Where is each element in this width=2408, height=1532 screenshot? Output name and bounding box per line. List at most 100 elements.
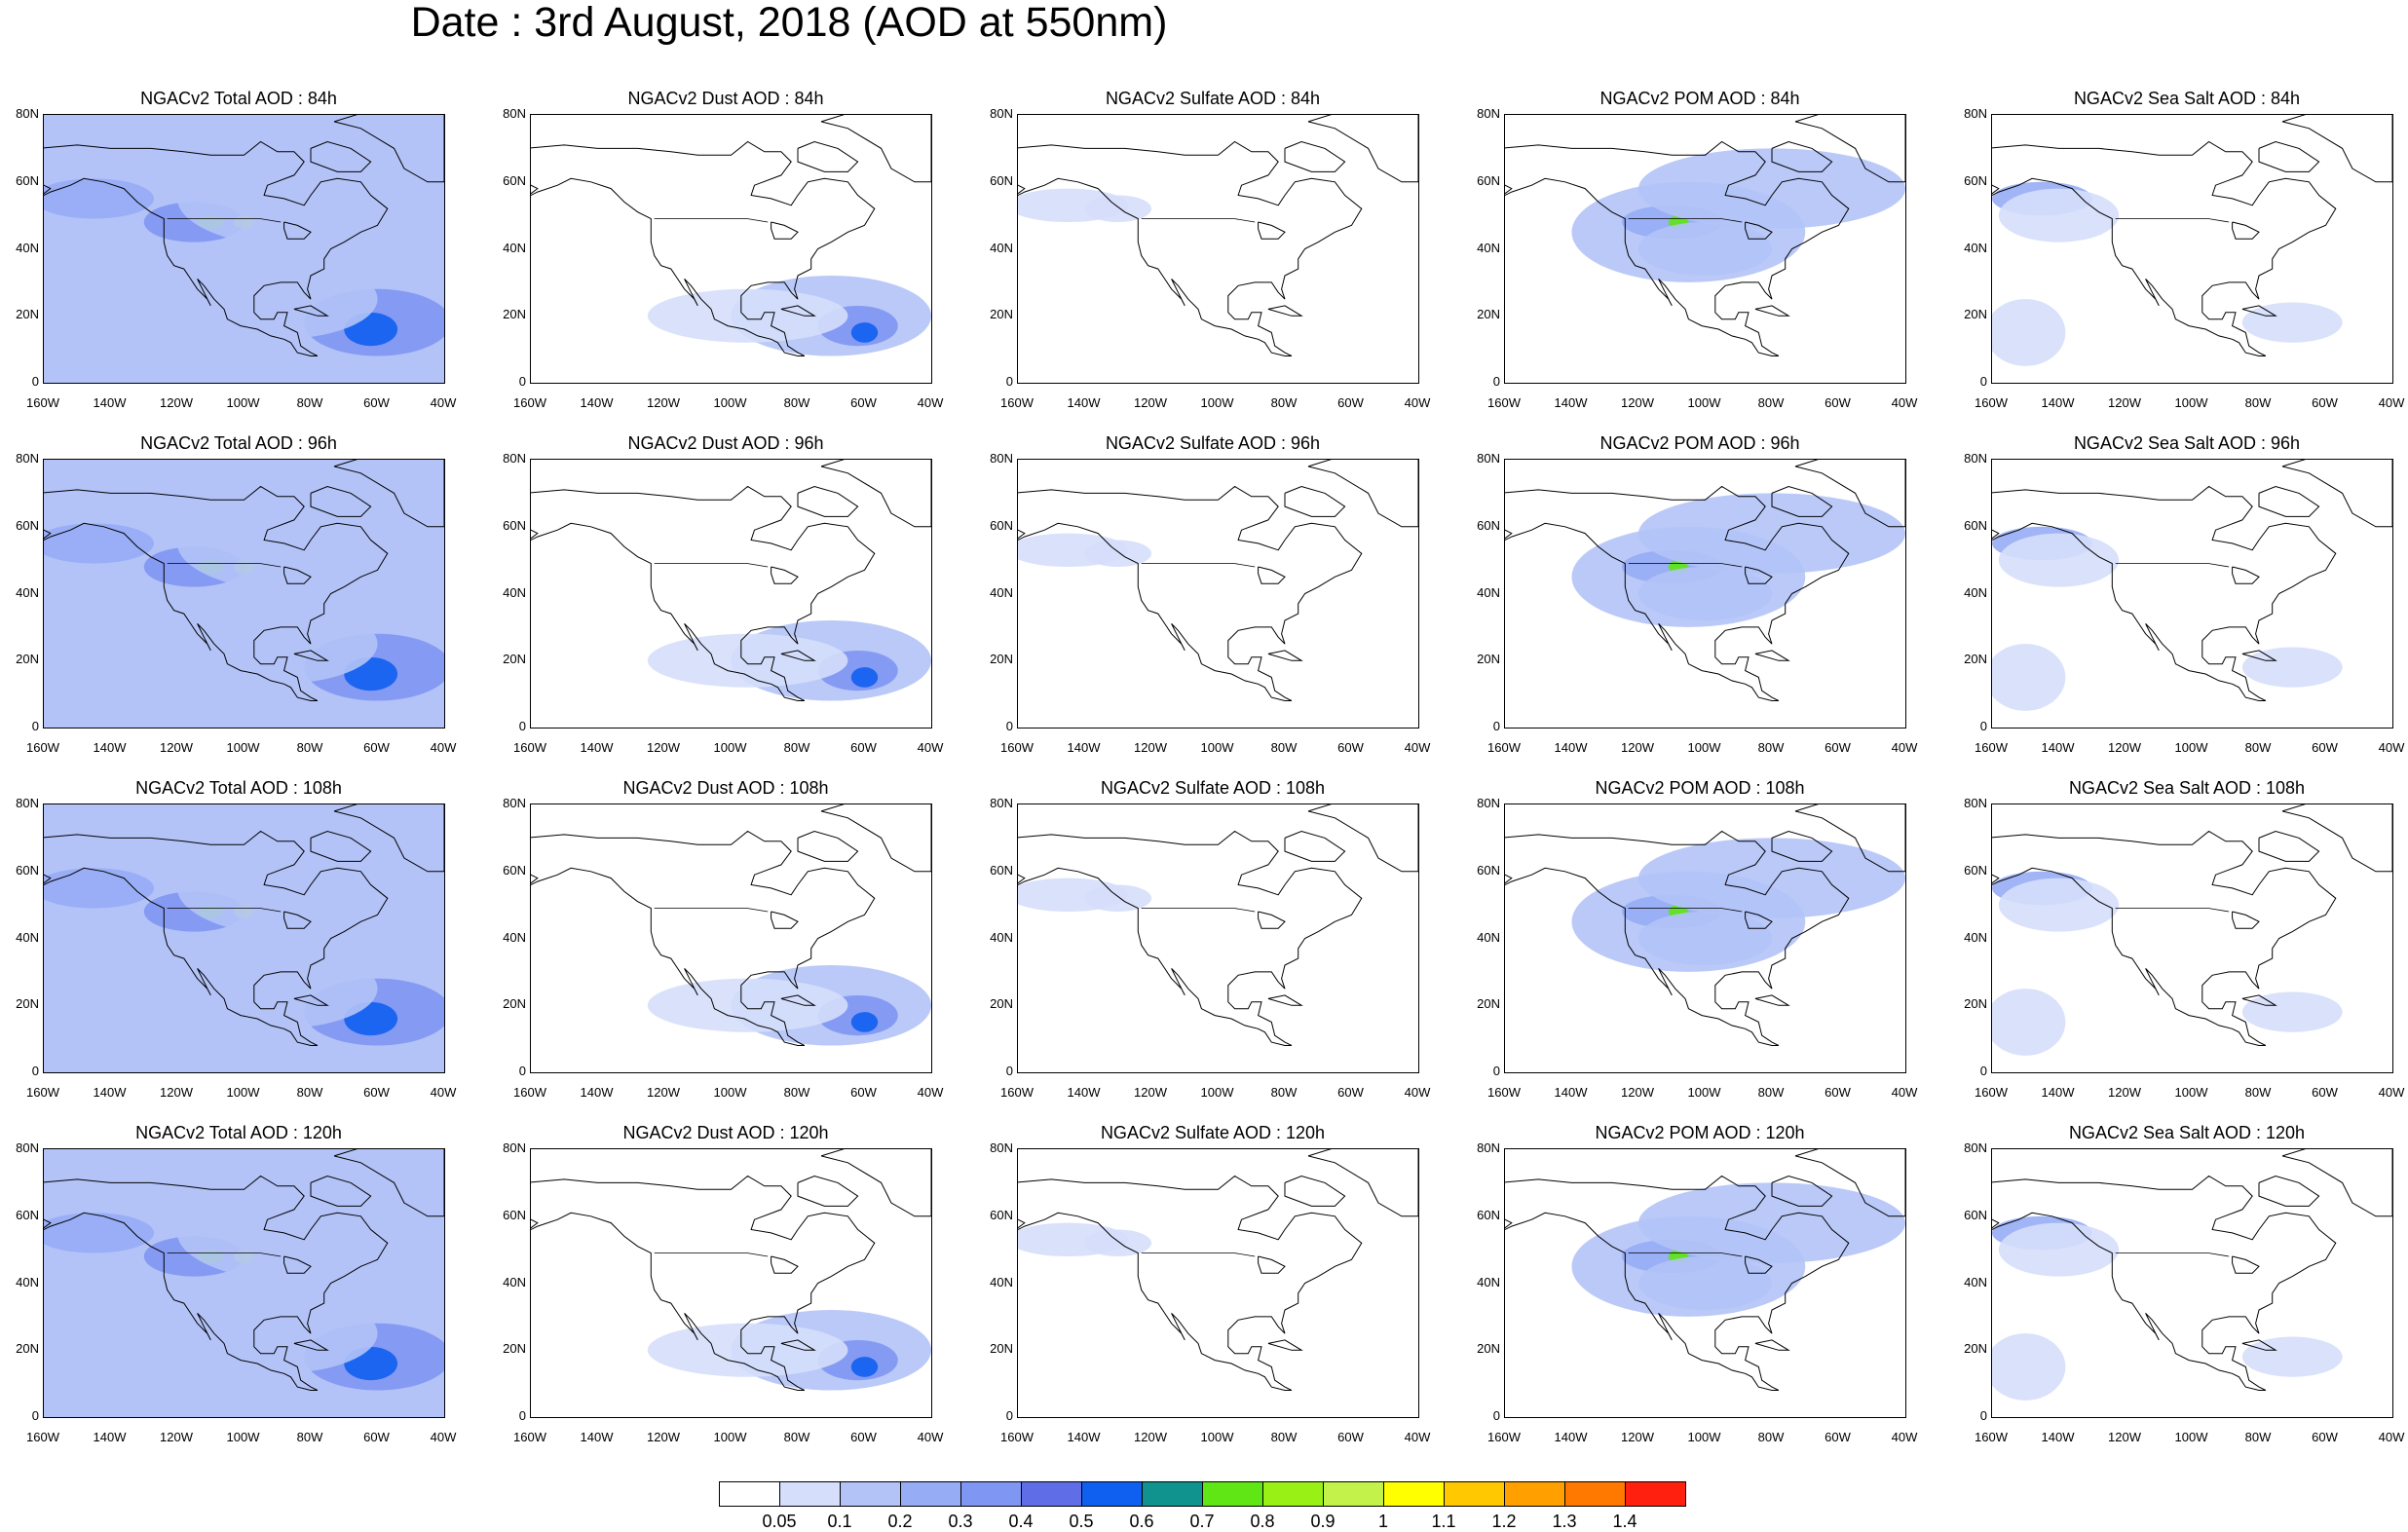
longitude-tick-label: 160W [1975, 740, 2008, 755]
country-border [167, 908, 282, 913]
aod-map [531, 1149, 931, 1391]
longitude-tick-label: 80W [1757, 395, 1785, 410]
latitude-tick-label: 80N [16, 451, 39, 466]
colorbar-label: 0.7 [1189, 1512, 1215, 1531]
longitude-tick-label: 80W [296, 1085, 323, 1100]
colorbar-label: 0.2 [887, 1512, 913, 1531]
coastline [310, 140, 372, 172]
country-border [654, 563, 769, 568]
coastline [1794, 115, 1905, 183]
latitude-tick-label: 40N [1964, 584, 1987, 600]
latitude-tick-label: 60N [1964, 172, 1987, 188]
coastline [333, 1149, 444, 1217]
map-frame [1991, 1148, 2393, 1418]
coastline [2258, 485, 2320, 517]
aod-plume [1084, 1229, 1151, 1256]
colorbar-label: 1 [1377, 1512, 1388, 1531]
latitude-tick-label: 80N [503, 796, 526, 810]
longitude-tick-label: 140W [580, 740, 614, 755]
longitude-tick-label: 80W [1270, 1085, 1298, 1100]
aod-map [44, 460, 444, 728]
latitude-tick-label: 0 [1492, 374, 1500, 389]
latitude-tick-label: 20N [990, 996, 1013, 1012]
panel-title: NGACv2 Total AOD : 108h [135, 778, 342, 798]
aod-plume [647, 1323, 848, 1377]
longitude-tick-label: 140W [93, 1430, 127, 1444]
longitude-tick-label: 100W [1200, 740, 1234, 755]
latitude-tick-label: 60N [16, 517, 39, 533]
longitude-tick-label: 120W [160, 395, 193, 410]
coastline [1258, 566, 1286, 584]
map-frame [530, 1148, 932, 1418]
colorbar-label: 0.9 [1310, 1512, 1336, 1531]
coastline [1771, 140, 1833, 172]
coastline [1745, 1255, 1773, 1274]
map-frame [1504, 803, 1906, 1073]
latitude-tick-label: 40N [503, 584, 526, 600]
latitude-tick-label: 80N [1964, 451, 1987, 466]
longitude-tick-label: 140W [1554, 1430, 1588, 1444]
coastline [2258, 140, 2320, 172]
map-frame [1504, 459, 1906, 729]
latitude-tick-label: 20N [16, 1341, 39, 1357]
colorbar-label: 1.2 [1491, 1512, 1517, 1531]
longitude-tick-label: 160W [513, 740, 546, 755]
latitude-tick-label: 20N [503, 307, 526, 322]
aod-plume [2241, 1336, 2343, 1377]
longitude-tick-label: 40W [1891, 1430, 1918, 1444]
longitude-tick-label: 60W [1337, 740, 1364, 755]
map-panel: NGACv2 Sulfate AOD : 120h 80N 60N 40N 20N 0 16… [974, 1122, 1461, 1463]
longitude-tick-label: 140W [1067, 1085, 1101, 1100]
latitude-tick-label: 20N [1964, 1341, 1987, 1357]
country-border [167, 563, 282, 568]
coastline [1992, 830, 2337, 1046]
aod-plume [177, 148, 444, 249]
latitude-tick-label: 40N [1477, 584, 1500, 600]
latitude-tick-label: 80N [1477, 106, 1500, 121]
latitude-tick-label: 60N [1477, 862, 1500, 878]
longitude-tick-label: 80W [783, 740, 810, 755]
panel-title: NGACv2 Dust AOD : 108h [622, 778, 829, 798]
longitude-tick-label: 100W [226, 740, 260, 755]
longitude-tick-label: 100W [1687, 1430, 1721, 1444]
coastline [1754, 650, 1790, 661]
coastline [1307, 804, 1418, 873]
longitude-tick-label: 100W [713, 740, 747, 755]
latitude-tick-label: 60N [503, 172, 526, 188]
longitude-tick-label: 160W [26, 1430, 59, 1444]
colorbar-label: 0.5 [1069, 1512, 1094, 1531]
map-panel: NGACv2 Sea Salt AOD : 108h 80N 60N 40N 20N 0 1… [1948, 777, 2408, 1118]
coastline [1018, 1175, 1363, 1391]
coastline [1754, 994, 1790, 1006]
aod-plume [1638, 567, 1772, 620]
longitude-tick-label: 60W [1337, 1430, 1364, 1444]
longitude-tick-label: 80W [1270, 740, 1298, 755]
map-frame [1991, 803, 2393, 1073]
longitude-tick-label: 80W [2244, 740, 2272, 755]
aod-plume [1998, 878, 2120, 932]
coastline [1992, 140, 2337, 356]
longitude-tick-label: 160W [26, 740, 59, 755]
latitude-tick-label: 20N [503, 996, 526, 1012]
latitude-tick-label: 20N [990, 307, 1013, 322]
coastline [2241, 1339, 2277, 1351]
map-panel: NGACv2 POM AOD : 120h 80N 60N 40N 20N 0 160W 14… [1461, 1122, 1948, 1463]
coastline [771, 911, 799, 929]
latitude-tick-label: 0 [31, 1064, 39, 1078]
latitude-tick-label: 40N [503, 240, 526, 255]
latitude-tick-label: 40N [16, 929, 39, 945]
coastline [1267, 1339, 1303, 1351]
longitude-tick-label: 60W [363, 740, 390, 755]
coastline [2241, 650, 2277, 661]
latitude-tick-label: 60N [990, 517, 1013, 533]
latitude-tick-label: 0 [1979, 719, 1987, 733]
longitude-tick-label: 160W [1487, 740, 1521, 755]
aod-plume [647, 978, 848, 1032]
longitude-tick-label: 60W [1825, 395, 1851, 410]
latitude-tick-label: 60N [990, 862, 1013, 878]
longitude-tick-label: 40W [1891, 1085, 1918, 1100]
longitude-tick-label: 60W [1825, 1430, 1851, 1444]
longitude-tick-label: 100W [2174, 740, 2208, 755]
longitude-tick-label: 140W [1554, 1085, 1588, 1100]
coastline [1267, 305, 1303, 317]
